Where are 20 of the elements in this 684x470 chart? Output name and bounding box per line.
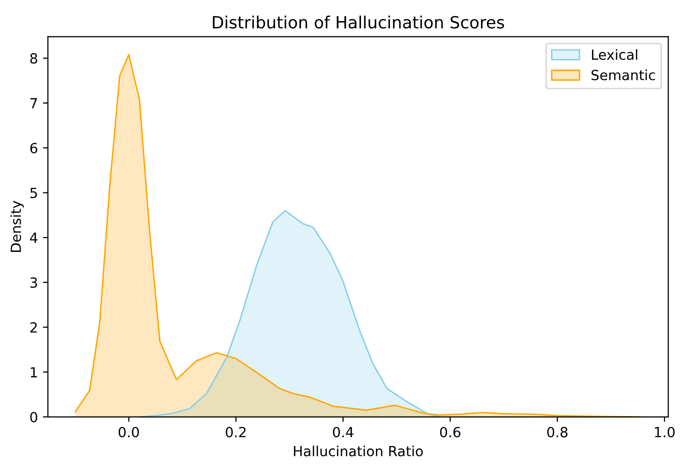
y-tick-label: 5 — [30, 188, 37, 198]
y-tick-label: 1 — [30, 367, 37, 378]
y-tick-label: 8 — [30, 53, 38, 64]
y-tick-label: 0 — [30, 412, 38, 422]
x-tick-label: 0.2 — [226, 426, 246, 438]
legend-label: Semantic — [592, 70, 655, 80]
y-tick-label: 2 — [30, 322, 37, 332]
chart-title: Distribution of Hallucination Scores — [212, 16, 504, 29]
y-tick-label: 7 — [30, 98, 37, 108]
legend-label: Lexical — [592, 49, 638, 60]
x-tick-label: 0.8 — [547, 426, 568, 438]
x-tick-label: 0.6 — [440, 426, 460, 438]
x-axis-title: Hallucination Ratio — [294, 446, 423, 456]
x-tick-label: 1.0 — [655, 426, 675, 438]
y-tick-label: 6 — [30, 142, 38, 154]
x-tick-label: 0.4 — [332, 426, 354, 438]
y-axis-title: Density — [10, 200, 24, 252]
x-tick-label: 0.0 — [118, 426, 139, 438]
y-tick-label: 3 — [30, 277, 38, 288]
y-tick-label: 4 — [30, 232, 38, 243]
